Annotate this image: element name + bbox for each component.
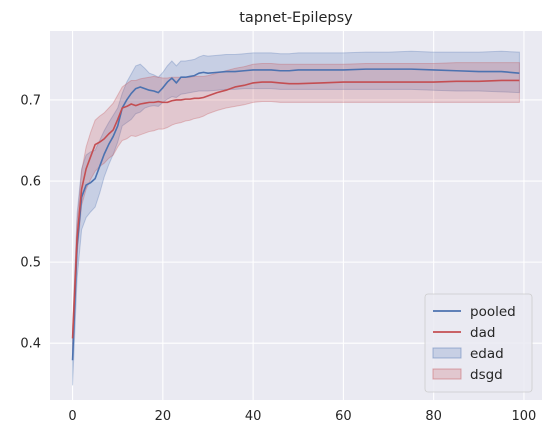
legend-patch-swatch xyxy=(433,348,461,358)
x-tick-label: 40 xyxy=(245,409,262,424)
y-tick-label: 0.4 xyxy=(20,337,41,352)
y-tick-label: 0.7 xyxy=(20,93,41,108)
y-tick-label: 0.5 xyxy=(20,256,41,271)
legend-label: dsgd xyxy=(470,367,503,383)
x-tick-label: 20 xyxy=(155,409,172,424)
x-tick-label: 60 xyxy=(335,409,352,424)
legend-patch-swatch xyxy=(433,369,461,379)
y-tick-label: 0.6 xyxy=(20,175,41,190)
legend-label: pooled xyxy=(470,304,516,320)
x-tick-label: 100 xyxy=(512,409,537,424)
chart-title: tapnet-Epilepsy xyxy=(239,10,353,26)
legend: pooled dad edad dsgd xyxy=(425,294,532,392)
x-tick-label: 0 xyxy=(68,409,76,424)
legend-label: dad xyxy=(470,325,495,341)
x-tick-label: 80 xyxy=(425,409,442,424)
legend-label: edad xyxy=(470,346,504,362)
